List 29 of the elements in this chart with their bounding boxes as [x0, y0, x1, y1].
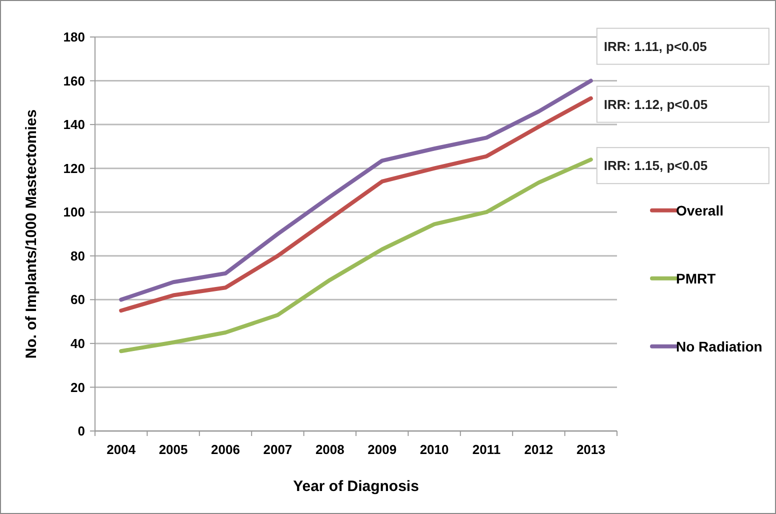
y-tick-label: 80: [70, 248, 85, 264]
x-tick-label: 2013: [576, 442, 606, 457]
y-tick-label: 180: [63, 30, 85, 45]
y-axis-title: No. of Implants/1000 Mastectomies: [23, 109, 40, 359]
x-tick-label: 2012: [524, 442, 554, 457]
legend-label: Overall: [676, 202, 724, 218]
x-axis-title: Year of Diagnosis: [293, 478, 419, 495]
x-tick-label: 2005: [158, 442, 188, 457]
legend-label: No Radiation: [676, 338, 762, 354]
x-tick-label: 2009: [368, 442, 397, 457]
annotation: IRR: 1.12, p<0.05: [604, 96, 708, 112]
y-tick-label: 40: [70, 336, 85, 351]
x-tick-label: 2004: [106, 442, 136, 457]
y-tick-label: 120: [63, 160, 85, 176]
annotation: IRR: 1.11, p<0.05: [604, 38, 707, 54]
legend-label: PMRT: [676, 270, 716, 286]
y-tick-label: 20: [70, 380, 85, 395]
x-tick-label: 2008: [315, 442, 344, 457]
annotation: IRR: 1.15, p<0.05: [604, 158, 708, 174]
y-tick-label: 100: [63, 204, 85, 220]
y-tick-label: 140: [63, 117, 85, 132]
x-tick-label: 2006: [211, 442, 240, 457]
x-tick-label: 2011: [472, 442, 501, 457]
y-tick-label: 160: [63, 73, 85, 88]
y-tick-label: 0: [78, 424, 85, 439]
x-tick-label: 2007: [263, 442, 292, 457]
line-series: [119, 158, 593, 354]
y-tick-label: 60: [70, 292, 85, 308]
x-tick-label: 2010: [420, 442, 449, 457]
